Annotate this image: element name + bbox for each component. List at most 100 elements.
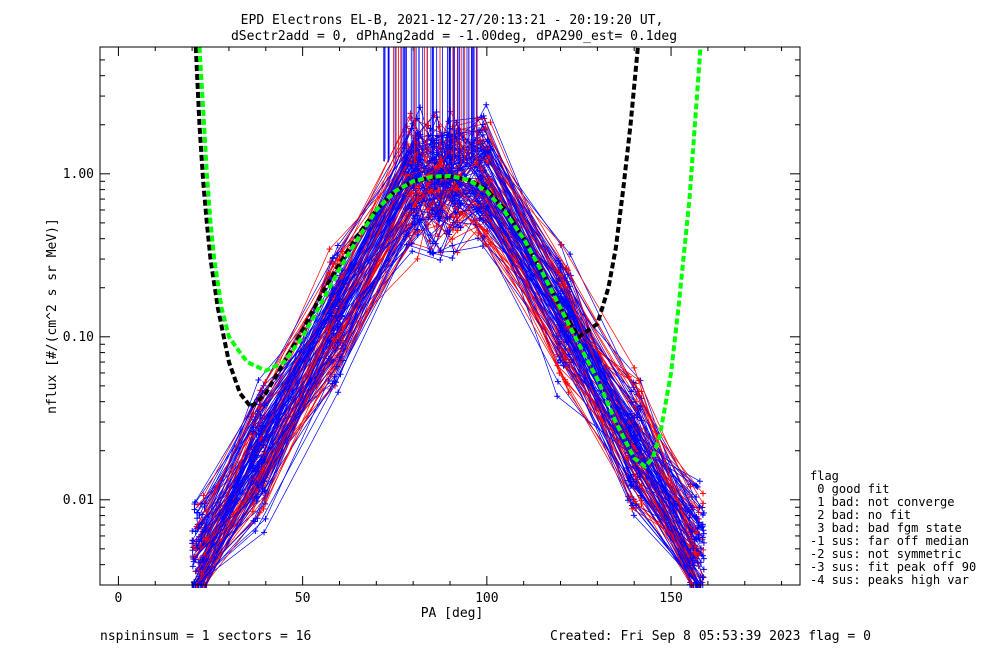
data-marker (425, 132, 432, 139)
data-marker (625, 373, 632, 380)
data-marker (444, 188, 451, 195)
data-marker (557, 357, 564, 364)
data-marker (330, 261, 337, 268)
legend-entry: -3 sus: fit peak off 90 (810, 560, 977, 574)
data-marker (693, 551, 700, 558)
data-marker (452, 209, 459, 216)
data-marker (330, 336, 337, 343)
data-marker (632, 472, 639, 479)
data-marker (628, 482, 635, 489)
data-marker (429, 249, 436, 256)
data-marker (555, 340, 562, 347)
data-marker (694, 525, 701, 532)
data-marker (479, 131, 486, 138)
data-marker (417, 104, 424, 111)
data-marker (687, 555, 694, 562)
data-marker (449, 236, 456, 243)
data-marker (632, 498, 639, 505)
data-marker (560, 295, 567, 302)
data-marker (625, 424, 632, 431)
data-marker (449, 197, 456, 204)
data-trace (205, 189, 696, 547)
data-marker (453, 185, 460, 192)
data-marker (690, 554, 697, 561)
data-marker (194, 501, 201, 508)
data-marker (629, 505, 636, 512)
data-marker (700, 566, 707, 573)
data-marker (189, 563, 196, 570)
data-trace (200, 156, 702, 563)
data-trace (192, 179, 699, 586)
data-marker (329, 255, 336, 262)
data-marker (262, 379, 269, 386)
data-marker (637, 447, 644, 454)
legend-entry: -1 sus: far off median (810, 534, 969, 548)
data-marker (628, 388, 635, 395)
data-marker (253, 486, 260, 493)
data-marker (194, 515, 201, 522)
x-tick-label: 100 (475, 591, 498, 606)
data-marker (700, 555, 707, 562)
y-tick-label: 0.01 (63, 493, 94, 508)
legend-title: flag (810, 469, 839, 483)
data-marker (404, 161, 411, 168)
data-marker (250, 428, 257, 435)
data-marker (436, 151, 443, 158)
data-marker (700, 500, 707, 507)
data-marker (630, 421, 637, 428)
footer-left: nspininsum = 1 sectors = 16 (100, 629, 311, 644)
data-marker (448, 167, 455, 174)
data-marker (479, 174, 486, 181)
y-axis-label: nflux [#/(cm^2 s sr MeV)] (45, 218, 60, 414)
data-marker (403, 123, 410, 130)
data-marker (477, 231, 484, 238)
data-marker (335, 290, 342, 297)
data-marker (259, 465, 266, 472)
data-marker (628, 410, 635, 417)
chart-title-line1: EPD Electrons EL-B, 2021-12-27/20:13:21 … (241, 13, 664, 28)
data-marker (450, 248, 457, 255)
data-marker (335, 305, 342, 312)
data-marker (261, 529, 268, 536)
fit-layer (193, 46, 703, 470)
data-marker (564, 380, 571, 387)
data-marker (449, 227, 456, 234)
data-marker (638, 500, 645, 507)
legend-entry: 1 bad: not converge (810, 495, 955, 509)
data-marker (482, 241, 489, 248)
data-marker (454, 199, 461, 206)
data-marker (483, 101, 490, 108)
data-marker (699, 534, 706, 541)
data-marker (405, 176, 412, 183)
legend-entry: -2 sus: not symmetric (810, 547, 962, 561)
data-marker (335, 389, 342, 396)
data-marker (259, 458, 266, 465)
data-trace (205, 183, 705, 586)
data-trace (198, 141, 693, 577)
data-layer (189, 47, 707, 588)
data-marker (416, 216, 423, 223)
data-marker (254, 482, 261, 489)
data-marker (633, 398, 640, 405)
data-marker (436, 217, 443, 224)
data-marker (689, 528, 696, 535)
data-marker (199, 511, 206, 518)
data-marker (692, 482, 699, 489)
data-marker (189, 527, 196, 534)
data-marker (427, 187, 434, 194)
data-marker (438, 161, 445, 168)
data-trace (194, 170, 696, 586)
data-marker (331, 378, 338, 385)
data-marker (698, 551, 705, 558)
data-trace (202, 137, 693, 585)
data-trace (198, 162, 694, 586)
data-marker (478, 204, 485, 211)
data-marker (190, 556, 197, 563)
data-marker (403, 172, 410, 179)
data-marker (477, 215, 484, 222)
data-marker (558, 241, 565, 248)
data-trace (193, 178, 704, 560)
data-marker (474, 235, 481, 242)
chart-title-line2: dSectr2add = 0, dPhAng2add = -1.00deg, d… (231, 29, 677, 44)
data-marker (625, 437, 632, 444)
